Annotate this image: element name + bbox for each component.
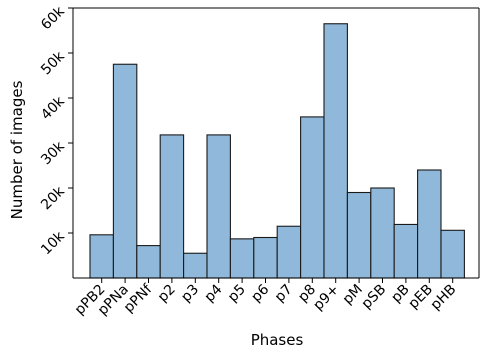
y-tick-label: 60k bbox=[38, 3, 68, 33]
bar-pPB2 bbox=[89, 234, 114, 279]
x-tick-label: pSB bbox=[359, 282, 390, 313]
x-tick-label: p2 bbox=[155, 282, 179, 306]
bar-p8 bbox=[300, 116, 325, 279]
x-tick-label: p5 bbox=[225, 282, 249, 306]
y-tick-label: 10k bbox=[38, 228, 68, 258]
bar-pHB bbox=[440, 229, 465, 279]
bars-group bbox=[89, 23, 465, 279]
x-tick-label: p9+ bbox=[310, 282, 342, 314]
bar-pPNa bbox=[112, 63, 138, 279]
x-axis-label: Phases bbox=[251, 331, 304, 349]
x-tick-label: pHB bbox=[428, 282, 460, 314]
bar-pB bbox=[393, 223, 419, 279]
bar-p2 bbox=[159, 134, 185, 279]
y-tick-label: 20k bbox=[38, 183, 68, 213]
bar-pEB bbox=[417, 169, 442, 279]
x-tick-label: p3 bbox=[178, 282, 202, 306]
x-tick-label: p6 bbox=[248, 281, 272, 305]
bar-p9+ bbox=[323, 23, 348, 279]
y-tick-label: 50k bbox=[38, 48, 68, 78]
x-tick-label: pPNf bbox=[121, 281, 156, 316]
y-ticks-group: 10k 20k 30k 40k 50k 60k bbox=[38, 3, 73, 258]
bar-p5 bbox=[229, 238, 255, 279]
bar-p7 bbox=[276, 225, 302, 279]
y-tick-label: 40k bbox=[38, 93, 68, 123]
y-axis-label: Number of images bbox=[8, 80, 26, 219]
bar-p3 bbox=[183, 252, 208, 279]
bar-pSB bbox=[370, 187, 395, 279]
x-tick-label: p4 bbox=[202, 281, 226, 305]
x-tick-label: p7 bbox=[272, 282, 296, 306]
bar-pM bbox=[346, 191, 372, 279]
bar-p4 bbox=[206, 134, 231, 279]
bar-p6 bbox=[253, 236, 278, 279]
bar-pPNf bbox=[136, 245, 161, 279]
y-tick-label: 30k bbox=[38, 138, 68, 168]
